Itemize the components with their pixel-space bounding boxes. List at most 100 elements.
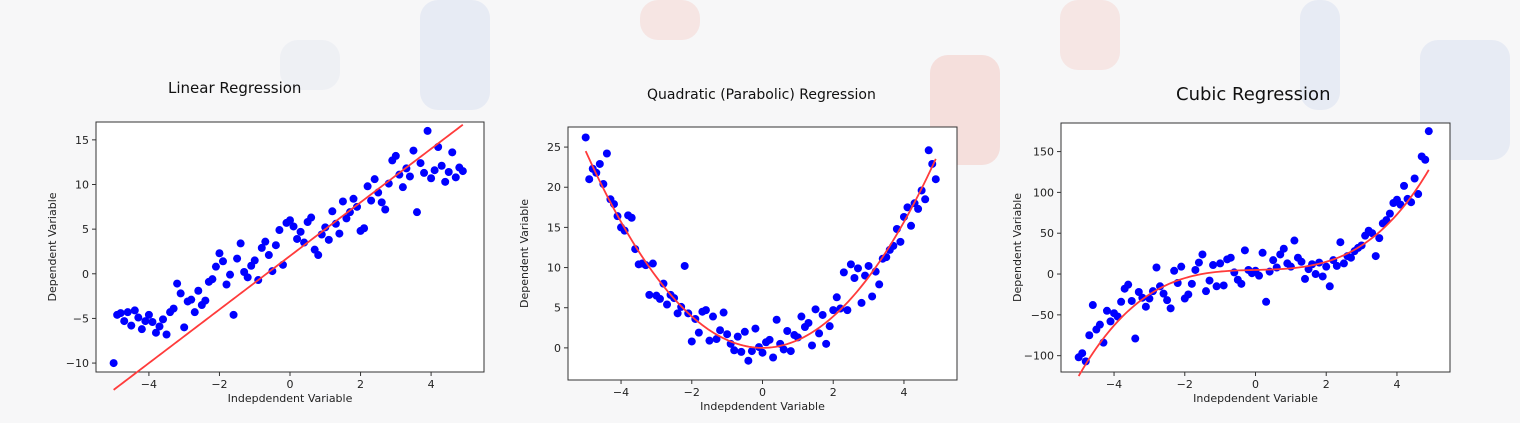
data-point xyxy=(648,259,657,268)
data-point xyxy=(345,208,354,217)
data-point xyxy=(839,268,848,277)
y-tick-label: 0 xyxy=(1047,268,1054,281)
data-point xyxy=(226,270,235,279)
data-point xyxy=(412,208,421,217)
data-point xyxy=(769,353,778,362)
data-point xyxy=(367,196,376,205)
x-tick-label: 2 xyxy=(830,386,837,399)
x-tick-label: 2 xyxy=(1323,378,1330,391)
data-point xyxy=(458,167,467,176)
data-point xyxy=(779,345,788,354)
data-point xyxy=(1106,317,1115,326)
data-point xyxy=(307,213,316,222)
data-point xyxy=(1134,287,1143,296)
x-axis-label: Indepdendent Variable xyxy=(700,400,825,413)
data-point xyxy=(190,308,199,317)
data-point xyxy=(405,172,414,181)
x-tick-label: 0 xyxy=(287,378,294,391)
data-point xyxy=(215,249,224,258)
data-point xyxy=(1276,250,1285,259)
data-point xyxy=(825,322,834,331)
data-point xyxy=(194,286,203,295)
data-point xyxy=(1226,253,1235,262)
chart-title-linear: Linear Regression xyxy=(168,79,302,97)
data-point xyxy=(645,290,654,299)
data-point xyxy=(134,313,143,322)
data-point xyxy=(1198,250,1207,259)
data-point xyxy=(275,226,284,235)
data-point xyxy=(797,312,806,321)
data-point xyxy=(832,293,841,302)
data-point xyxy=(1311,270,1320,279)
data-point xyxy=(218,257,227,266)
quadratic-regression-chart: −4 −2 0 2 4 0 5 10 15 20 25 Indepdendent Variable De… xyxy=(518,126,958,413)
data-point xyxy=(444,168,453,176)
data-point xyxy=(349,194,358,203)
data-point xyxy=(1255,271,1264,280)
data-point xyxy=(268,267,277,276)
data-point xyxy=(261,237,270,246)
data-point xyxy=(159,315,168,324)
data-point xyxy=(1414,190,1423,199)
fit-line xyxy=(113,123,464,391)
x-tick-label: −4 xyxy=(141,378,157,391)
data-point xyxy=(1424,127,1433,136)
data-point xyxy=(1156,282,1165,291)
data-point xyxy=(398,183,407,192)
data-point xyxy=(705,336,714,345)
chart-panel-linear: Linear Regression −4 −2 0 2 4 −10 −5 0 5 10 15 Inde… xyxy=(0,0,506,423)
data-point xyxy=(144,310,153,319)
data-point xyxy=(1336,238,1345,247)
data-point xyxy=(1346,253,1355,262)
data-point xyxy=(1205,276,1214,285)
data-point xyxy=(1194,258,1203,267)
data-point xyxy=(1240,246,1249,255)
data-point xyxy=(815,329,824,338)
data-point xyxy=(271,241,280,250)
data-point xyxy=(229,310,238,319)
y-tick-label: 0 xyxy=(554,342,561,355)
data-point xyxy=(730,346,739,355)
data-point xyxy=(663,300,672,309)
data-point xyxy=(1085,331,1094,340)
data-point xyxy=(264,251,273,260)
y-tick-label: 5 xyxy=(554,302,561,315)
data-point xyxy=(1170,266,1179,275)
data-point xyxy=(342,214,351,223)
data-point xyxy=(120,317,129,326)
data-point xyxy=(293,234,302,243)
y-tick-label: 50 xyxy=(1040,227,1054,240)
data-point xyxy=(931,175,940,184)
data-point xyxy=(627,213,636,222)
data-point xyxy=(377,198,386,207)
data-point xyxy=(747,347,756,356)
data-point xyxy=(201,296,210,305)
data-point xyxy=(423,126,432,135)
data-point xyxy=(1290,236,1299,245)
data-point xyxy=(1385,209,1394,218)
data-point xyxy=(921,195,930,204)
data-point xyxy=(804,318,813,327)
data-point xyxy=(740,327,749,336)
x-tick-label: 4 xyxy=(428,378,435,391)
data-point xyxy=(1371,252,1380,261)
data-point xyxy=(744,356,753,365)
data-point xyxy=(1127,296,1136,305)
data-point xyxy=(1141,302,1150,311)
data-point xyxy=(1159,289,1168,298)
data-point xyxy=(314,251,323,260)
data-point xyxy=(914,204,923,213)
data-point xyxy=(1421,155,1430,164)
data-point xyxy=(772,315,781,324)
data-point xyxy=(116,309,125,318)
data-point xyxy=(737,347,746,356)
data-point xyxy=(321,223,330,232)
data-point xyxy=(1184,290,1193,299)
data-point xyxy=(585,175,594,184)
data-point xyxy=(324,235,333,244)
data-point xyxy=(1332,261,1341,270)
data-point xyxy=(1212,282,1221,291)
plot-area xyxy=(567,126,958,381)
data-point xyxy=(1124,280,1133,289)
y-axis-label: Dependent Variable xyxy=(46,192,59,301)
